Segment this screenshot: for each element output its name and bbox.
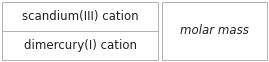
Text: molar mass: molar mass bbox=[180, 24, 249, 38]
Text: scandium(III) cation: scandium(III) cation bbox=[22, 10, 138, 23]
Text: dimercury(I) cation: dimercury(I) cation bbox=[23, 39, 136, 52]
Bar bbox=[2, 2, 158, 60]
Bar bbox=[162, 2, 267, 60]
